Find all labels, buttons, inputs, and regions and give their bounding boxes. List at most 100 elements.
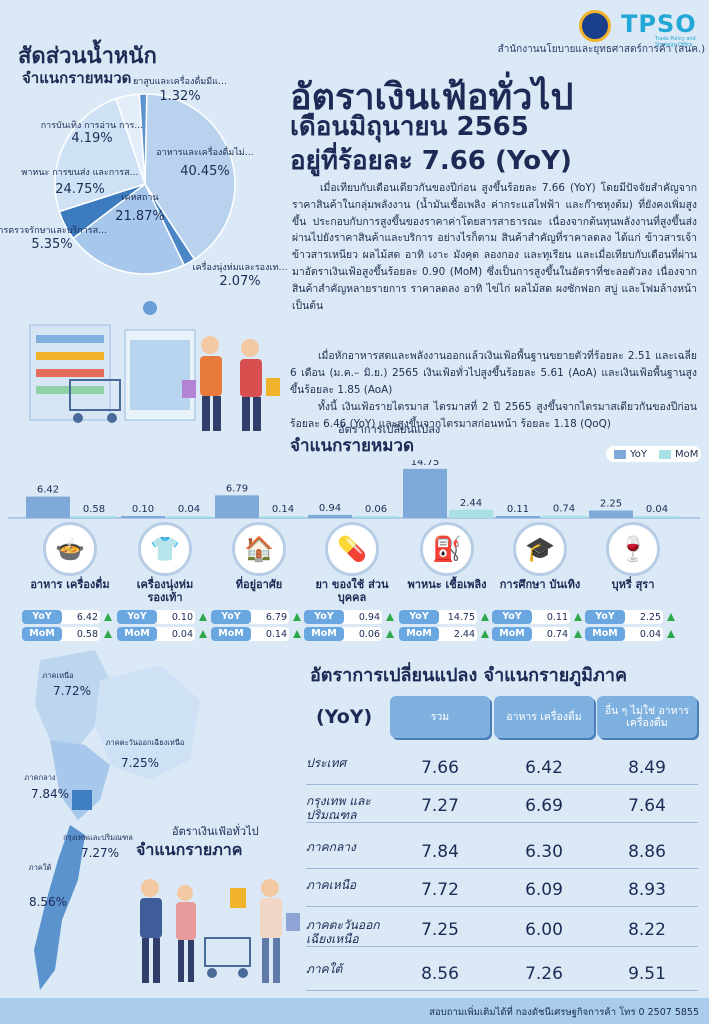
bar-yoy [308,514,352,518]
bar-label-mom: 0.06 [365,504,387,515]
up-arrow-icon [293,613,301,621]
region-cell-total: 7.72 [421,880,459,900]
bar-yoy [215,495,259,518]
pie-slice-label: อาหารและเครื่องดื่มไม่… [156,145,253,158]
region-row-divider [306,868,698,869]
region-yoy-label: (YoY) [316,706,373,728]
map-north [35,650,110,745]
region-row-name: ภาคตะวันออก เฉียงเหนือ [306,918,380,946]
region-cell-food: 6.00 [525,920,563,940]
value-row-value: 0.11 [546,611,568,623]
value-row-mom: MoM 0.14 [211,627,289,641]
pie-slice [72,182,186,275]
legend-swatch-mom [659,449,672,459]
pie-slice-label: เคหสถาน [121,193,158,203]
bar-mom [354,516,398,518]
value-row-yoy: YoY 0.94 [304,610,382,624]
bar-label-yoy: 2.25 [600,499,622,510]
bar-label-yoy: 0.10 [132,504,154,515]
map-caption: จำแนกรายภาค [136,840,243,859]
thailand-region-map: ภาคเหนือ 7.72% ภาคตะวันออกเฉียงเหนือ 7.25% ภ… [24,650,200,990]
region-row-name: ภาคกลาง [306,840,356,854]
education-icon: 🎓 [513,522,567,576]
map-northeast [95,665,200,780]
map-region-value: 7.84% [31,787,69,801]
pie-slice-value: 2.07% [219,274,260,289]
value-row-value: 2.44 [453,628,475,640]
region-row-divider [306,906,698,907]
region-cell-food: 6.09 [525,880,563,900]
value-row-yoy: YoY 2.25 [585,610,663,624]
value-row-value: 0.58 [76,628,98,640]
region-row-divider [306,946,698,947]
map-region-value: 7.72% [53,684,91,698]
value-row-value: 6.42 [76,611,98,623]
fuel-icon: ⛽ [420,522,474,576]
paragraph-quarterly: ทั้งนี้ เงินเฟ้อรายไตรมาส ไตรมาสที่ 2 ปี… [290,401,697,430]
value-row-mom: MoM 0.74 [492,627,570,641]
value-row-key: YoY [304,610,344,624]
bar-label-mom: 0.58 [83,504,105,515]
tpso-logo: TPSO [621,10,697,38]
region-cell-food: 6.69 [525,796,563,816]
value-row-key: MoM [304,627,344,641]
value-row-yoy: YoY 6.42 [22,610,100,624]
bar-label-yoy: 0.11 [507,504,529,515]
office-name: สำนักงานนโยบายและยุทธศาสตร์การค้า (สนค.) [497,44,705,55]
region-cell-nonfood: 8.22 [628,920,666,940]
value-row-mom: MoM 0.06 [304,627,382,641]
region-cell-nonfood: 8.93 [628,880,666,900]
value-row-key: YoY [585,610,625,624]
value-row-key: YoY [22,610,62,624]
bar-chart-legend: YoY MoM [606,446,701,462]
map-caption-top: อัตราเงินเฟ้อทั่วไป [172,825,259,838]
value-row-value: 14.75 [447,611,475,623]
up-arrow-icon [199,630,207,638]
region-row-name: กรุงเทพ และปริมณฑล [306,794,371,822]
bar-yoy [496,516,540,518]
pie-slice-value: 1.32% [159,89,200,104]
value-row-yoy: YoY 6.79 [211,610,289,624]
value-row-mom: MoM 0.04 [117,627,195,641]
headline-rate: อยู่ที่ร้อยละ 7.66 (YoY) [290,146,572,176]
pie-slice-label: ยาสูบและเครื่องดื่มมีแ… [133,74,227,87]
map-region-label: ภาคกลาง [24,773,56,782]
value-row-key: MoM [399,627,439,641]
pie-slice-value: 5.35% [31,237,72,252]
value-row-value: 6.79 [265,611,287,623]
clothing-icon: 👕 [138,522,192,576]
up-arrow-icon [574,613,582,621]
value-row-key: MoM [211,627,251,641]
up-arrow-icon [667,613,675,621]
value-row-mom: MoM 0.04 [585,627,663,641]
pie-slice-value: 21.87% [115,209,165,224]
pie-slice [54,97,146,213]
map-central [50,740,110,820]
region-cell-nonfood: 7.64 [628,796,666,816]
paragraph-summary: เมื่อเทียบกับเดือนเดียวกันของปีก่อน สูงข… [292,182,697,312]
category-name: พาหนะ เชื้อเพลิง [407,578,487,591]
region-cell-nonfood: 9.51 [628,964,666,984]
value-row-yoy: YoY 14.75 [399,610,477,624]
pie-slice-label: การบันเทิง การอ่าน การ… [41,120,144,131]
up-arrow-icon [104,630,112,638]
map-region-label: กรุงเทพและปริมณฑล [63,833,133,842]
pie-title: สัดส่วนน้ำหนัก [18,44,157,69]
map-region-label: ภาคตะวันออกเฉียงเหนือ [106,738,185,747]
up-arrow-icon [481,613,489,621]
pie-slice-value: 4.19% [71,131,112,146]
pie-slice [138,93,148,185]
bar-label-yoy: 14.75 [411,460,440,468]
value-row-value: 0.94 [358,611,380,623]
up-arrow-icon [386,613,394,621]
bar-chart-title-top: อัตราการเปลี่ยนแปลง [338,423,441,436]
region-cell-nonfood: 8.86 [628,842,666,862]
bar-yoy [589,510,633,518]
region-row-name: ภาคเหนือ [306,878,357,892]
value-row-key: MoM [22,627,62,641]
region-row-divider [306,990,698,991]
category-bar-chart: 6.42 0.58 0.10 0.04 6.79 0.14 0.94 0.06 14.75 2.4… [8,460,700,519]
category-name: ยา ของใช้ ส่วนบุคคล [315,578,389,604]
value-row-value: 0.06 [358,628,380,640]
region-row-name: ภาคใต้ [306,962,343,976]
